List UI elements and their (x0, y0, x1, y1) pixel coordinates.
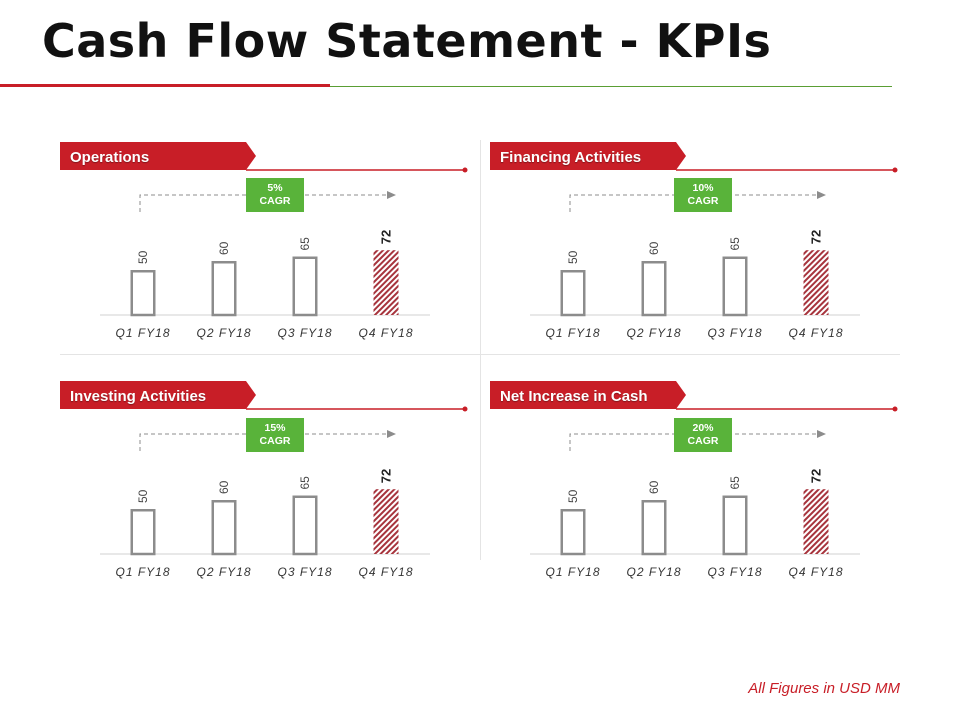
header-rule-dot (892, 406, 898, 412)
data-label: 60 (647, 480, 661, 494)
cagr-label: CAGR (259, 195, 291, 207)
x-tick-label: Q3 FY18 (707, 565, 762, 579)
cagr-value: 20% (692, 422, 714, 434)
data-label: 60 (647, 241, 661, 255)
cagr-arrow-head (387, 191, 396, 199)
cagr-value: 15% (264, 422, 286, 434)
data-label: 50 (136, 250, 150, 264)
x-tick-label: Q3 FY18 (277, 565, 332, 579)
panel-title: Investing Activities (70, 388, 207, 405)
x-tick-label: Q4 FY18 (358, 326, 413, 340)
bar (803, 250, 829, 315)
bar (722, 256, 748, 317)
cagr-badge: 20% CAGR (674, 418, 732, 452)
chart-svg-investing: 50 Q1 FY18 60 Q2 FY18 65 Q3 FY18 72 Q4 FY18 (60, 381, 468, 579)
x-tick-label: Q1 FY18 (115, 326, 170, 340)
data-label: 72 (379, 230, 394, 244)
cagr-arrow-line (569, 433, 817, 451)
data-label: 60 (217, 480, 231, 494)
vertical-divider (480, 140, 481, 560)
cagr-value: 5% (267, 182, 283, 194)
data-label: 50 (136, 489, 150, 503)
data-label: 65 (728, 476, 742, 490)
panel-title: Operations (70, 149, 150, 166)
bar (373, 250, 399, 315)
x-tick-label: Q3 FY18 (277, 326, 332, 340)
header-rule-dot (892, 167, 898, 173)
data-label: 72 (809, 230, 824, 244)
chart-panel-net-cash: 50 Q1 FY18 60 Q2 FY18 65 Q3 FY18 72 Q4 FY18 Net… (490, 381, 910, 591)
cagr-arrow-line (569, 194, 817, 212)
bar (560, 270, 586, 317)
bar (211, 500, 237, 556)
chart-panel-financing: 50 Q1 FY18 60 Q2 FY18 65 Q3 FY18 72 Q4 FY18 Fin… (490, 142, 910, 352)
cagr-badge: 5% CAGR (246, 178, 304, 212)
bar (130, 509, 156, 556)
panel-header-ribbon (490, 381, 686, 409)
x-tick-label: Q3 FY18 (707, 326, 762, 340)
x-tick-label: Q1 FY18 (115, 565, 170, 579)
title-underline-green (330, 86, 892, 87)
data-label: 50 (566, 489, 580, 503)
cagr-badge: 15% CAGR (246, 418, 304, 452)
cagr-badge: 10% CAGR (674, 178, 732, 212)
horizontal-divider (60, 354, 900, 355)
panel-title: Financing Activities (500, 149, 642, 166)
cagr-value: 10% (692, 182, 714, 194)
bar (641, 261, 667, 317)
x-tick-label: Q4 FY18 (788, 565, 843, 579)
header-rule-dot (462, 167, 468, 173)
cagr-label: CAGR (687, 195, 719, 207)
x-tick-label: Q1 FY18 (545, 326, 600, 340)
page-title: Cash Flow Statement - KPIs (42, 14, 772, 68)
panel-header-ribbon (60, 142, 256, 170)
cagr-label: CAGR (259, 435, 291, 447)
data-label: 65 (298, 237, 312, 251)
chart-svg-net-cash: 50 Q1 FY18 60 Q2 FY18 65 Q3 FY18 72 Q4 FY18 (490, 381, 898, 579)
data-label: 65 (728, 237, 742, 251)
bar (373, 489, 399, 554)
cagr-arrow-line (139, 433, 387, 451)
chart-panel-operations: 50 Q1 FY18 60 Q2 FY18 65 Q3 FY18 72 Q4 FY18 Ope… (60, 142, 480, 352)
cagr-arrow-head (387, 430, 396, 438)
data-label: 72 (809, 469, 824, 483)
bar (292, 495, 318, 556)
bar (722, 495, 748, 556)
header-rule-dot (462, 406, 468, 412)
x-tick-label: Q2 FY18 (626, 326, 681, 340)
chart-panel-investing: 50 Q1 FY18 60 Q2 FY18 65 Q3 FY18 72 Q4 FY18 Inv… (60, 381, 480, 591)
bar (130, 270, 156, 317)
chart-svg-financing: 50 Q1 FY18 60 Q2 FY18 65 Q3 FY18 72 Q4 FY18 (490, 142, 898, 340)
x-tick-label: Q1 FY18 (545, 565, 600, 579)
x-tick-label: Q4 FY18 (788, 326, 843, 340)
cagr-arrow-line (139, 194, 387, 212)
bar (211, 261, 237, 317)
data-label: 72 (379, 469, 394, 483)
cagr-label: CAGR (687, 435, 719, 447)
data-label: 60 (217, 241, 231, 255)
x-tick-label: Q2 FY18 (196, 326, 251, 340)
panel-header-ribbon (490, 142, 686, 170)
panel-title: Net Increase in Cash (500, 388, 648, 405)
bar (292, 256, 318, 317)
x-tick-label: Q2 FY18 (196, 565, 251, 579)
x-tick-label: Q4 FY18 (358, 565, 413, 579)
data-label: 65 (298, 476, 312, 490)
x-tick-label: Q2 FY18 (626, 565, 681, 579)
bar (560, 509, 586, 556)
bar (803, 489, 829, 554)
chart-svg-operations: 50 Q1 FY18 60 Q2 FY18 65 Q3 FY18 72 Q4 FY18 (60, 142, 468, 340)
cagr-arrow-head (817, 430, 826, 438)
panel-header-ribbon (60, 381, 256, 409)
bar (641, 500, 667, 556)
cagr-arrow-head (817, 191, 826, 199)
title-underline-red (0, 84, 330, 87)
footnote: All Figures in USD MM (748, 680, 900, 697)
data-label: 50 (566, 250, 580, 264)
